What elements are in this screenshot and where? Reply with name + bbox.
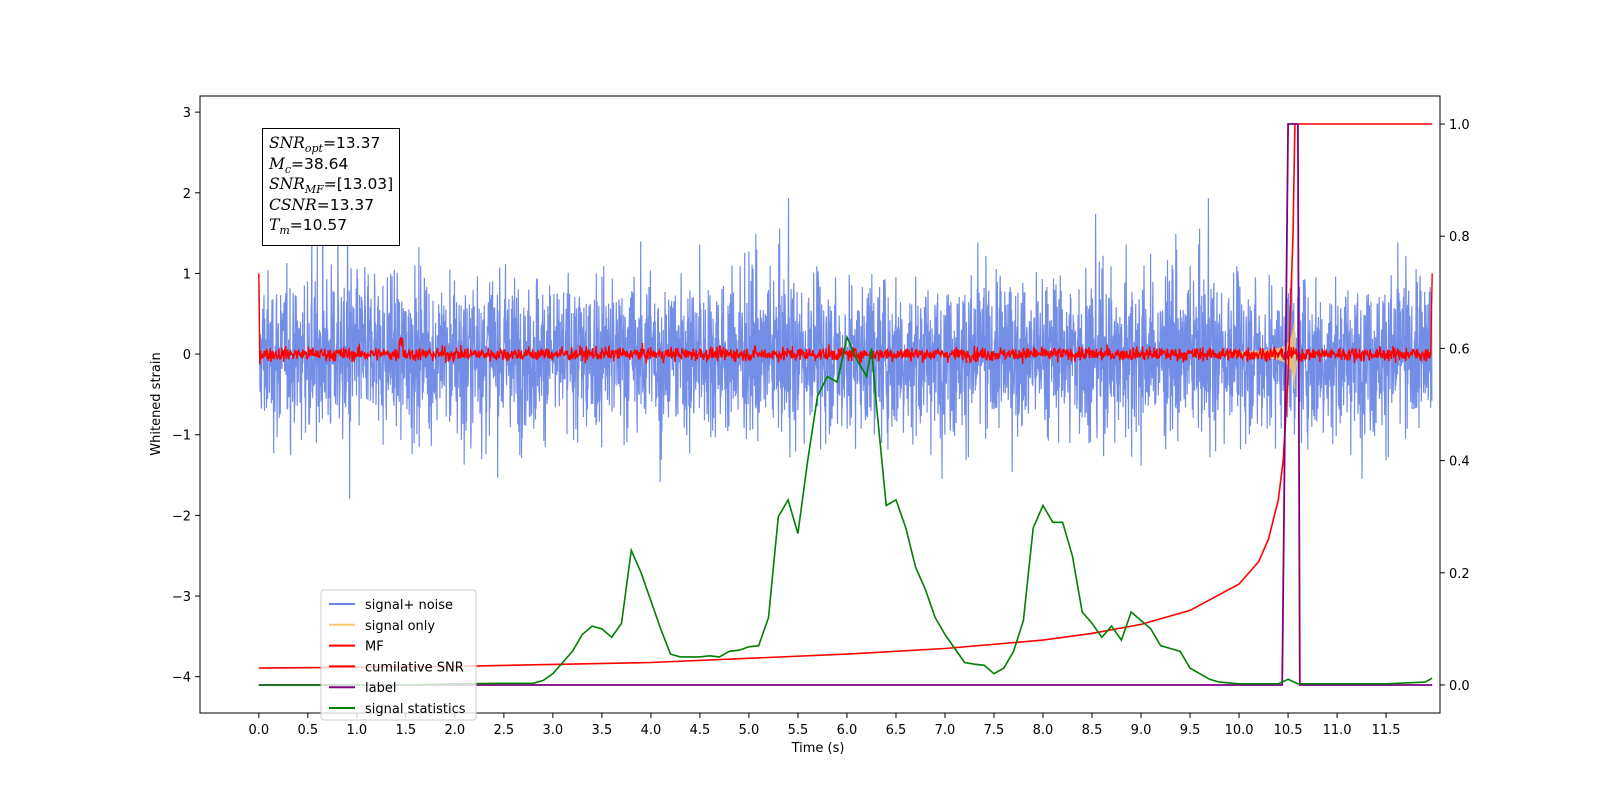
x-tick-label: 6.0 (837, 723, 858, 738)
y-tick-label: −4 (172, 671, 191, 686)
x-tick-label: 3.0 (543, 723, 564, 738)
info-value: =10.57 (289, 216, 348, 234)
x-tick-label: 5.5 (788, 723, 809, 738)
info-subscript: c (284, 162, 292, 176)
info-value: =13.37 (316, 195, 375, 214)
info-symbol: T (269, 216, 280, 234)
legend: signal+ noise signal only MF cumilative SNR… (320, 589, 477, 721)
x-tick-label: 8.5 (1082, 723, 1103, 738)
x-tick-label: 5.0 (739, 723, 760, 738)
info-value: =38.64 (291, 154, 349, 173)
legend-label: label (365, 681, 396, 696)
y2-tick-label: 0.6 (1449, 342, 1470, 357)
y-tick-label: 2 (183, 187, 191, 202)
y-tick-label: 1 (183, 267, 191, 282)
series-mf (258, 273, 1433, 365)
x-tick-label: 10.0 (1225, 723, 1254, 738)
x-tick-label: 2.5 (494, 723, 515, 738)
x-tick-label: 4.0 (641, 723, 662, 738)
x-tick-label: 8.0 (1033, 723, 1054, 738)
legend-label: cumilative SNR (365, 660, 464, 675)
y-tick-label: −3 (172, 590, 191, 605)
info-subscript: m (279, 224, 290, 238)
info-symbol: SNR (269, 175, 305, 193)
x-tick-label: 3.5 (592, 723, 613, 738)
x-axis-label: Time (s) (791, 741, 845, 756)
info-subscript: MF (304, 183, 324, 197)
info-symbol: CSNR (269, 195, 317, 214)
legend-frame (320, 589, 477, 721)
info-row: Mc=38.64 (269, 154, 393, 175)
legend-label: signal statistics (365, 702, 466, 717)
series-cumulative-snr (258, 123, 1433, 669)
info-row: Tm=10.57 (269, 215, 393, 236)
info-box: SNRopt=13.37 Mc=38.64 SNRMF=[13.03] CSNR=13… (262, 128, 400, 246)
y2-tick-label: 0.2 (1449, 567, 1470, 582)
legend-label: signal+ noise (365, 598, 453, 613)
legend-label: MF (365, 640, 384, 655)
x-tick-label: 11.5 (1372, 723, 1401, 738)
info-value: =[13.03] (323, 175, 394, 193)
y2-tick-label: 0.4 (1449, 455, 1470, 470)
y-tick-label: −2 (172, 509, 191, 524)
x-tick-label: 10.5 (1274, 723, 1303, 738)
x-tick-label: 11.0 (1323, 723, 1352, 738)
info-row: CSNR=13.37 (269, 195, 393, 216)
y2-tick-label: 0.8 (1449, 230, 1470, 245)
x-tick-label: 6.5 (886, 723, 907, 738)
y-axis-label: Whitened strain (149, 352, 164, 455)
x-tick-label: 9.5 (1180, 723, 1201, 738)
x-tick-label: 7.5 (984, 723, 1005, 738)
info-symbol: SNR (269, 134, 305, 152)
plot-frame (199, 95, 1441, 714)
x-tick-label: 0.5 (297, 723, 318, 738)
info-row: SNRopt=13.37 (269, 133, 393, 154)
x-tick-label: 1.5 (396, 723, 417, 738)
series-signal-noise (258, 154, 1433, 499)
info-row: SNRMF=[13.03] (269, 174, 393, 195)
y-tick-label: 3 (183, 106, 191, 121)
x-tick-label: 1.0 (346, 723, 367, 738)
x-tick-label: 4.5 (690, 723, 711, 738)
x-tick-label: 2.0 (445, 723, 466, 738)
y-tick-label: 0 (183, 348, 191, 363)
x-tick-label: 7.0 (935, 723, 956, 738)
info-subscript: opt (304, 142, 323, 156)
x-tick-label: 9.0 (1131, 723, 1152, 738)
info-symbol: M (269, 154, 285, 173)
series-label (258, 123, 1433, 686)
series-layer (258, 123, 1433, 686)
y-axis-left: 3 2 1 0 −1 −2 −3 −4 (172, 106, 200, 686)
x-axis: 0.0 0.5 1.0 1.5 2.0 2.5 3.0 3.5 4.0 4.5 5.0 5.5 6.0 6… (248, 713, 1401, 738)
x-tick-label: 0.0 (248, 723, 269, 738)
y-axis-right: 1.0 0.8 0.6 0.4 0.2 0.0 (1440, 118, 1470, 694)
y2-tick-label: 1.0 (1449, 118, 1470, 133)
info-value: =13.37 (322, 134, 381, 152)
y2-tick-label: 0.0 (1449, 679, 1470, 694)
series-signal-statistics (258, 334, 1433, 686)
legend-label: signal only (365, 619, 435, 634)
y-tick-label: −1 (172, 429, 191, 444)
